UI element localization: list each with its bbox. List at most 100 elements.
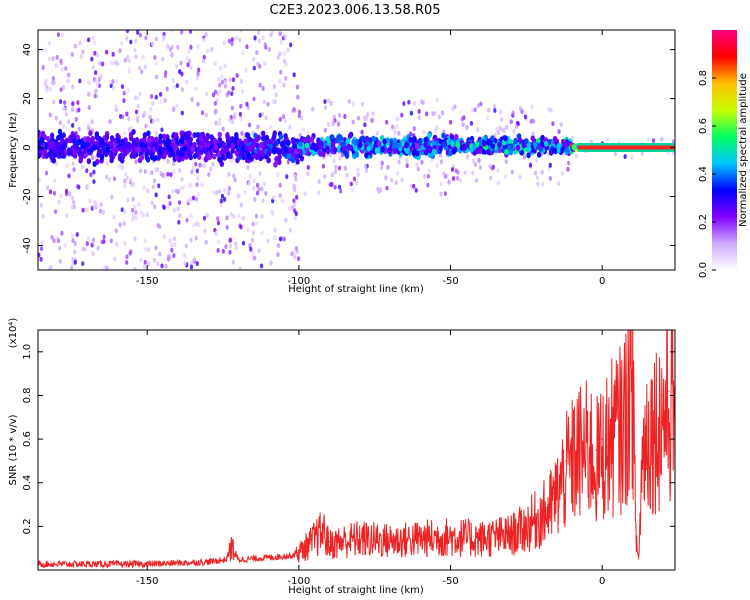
spectrogram-core-cell [290,148,295,155]
spectrogram-cell [204,240,208,245]
spectrogram-core-cell [87,148,92,155]
spectrogram-cell [214,120,218,126]
spectrogram-cell [154,192,158,198]
spectrogram-cell [62,124,66,130]
snr-data-point [292,554,294,556]
spectrogram-core-cell [139,154,145,161]
spectrogram-cell [263,61,267,66]
spectrogram-cell [282,236,286,242]
spectrogram-core-cell [186,147,192,154]
spectrogram-cell [450,167,455,172]
spectrogram-cell [203,228,207,234]
spectrogram-cell [323,127,328,133]
spectrogram-cell [171,189,175,194]
spectrogram-core-cell [423,136,429,143]
spectrogram-cell [180,87,185,93]
spectrogram-y-tick-label: -20 [22,188,33,204]
spectrogram-cell [251,251,255,256]
spectrogram-cell [232,173,236,179]
spectrogram-cell [492,104,497,109]
spectrogram-core-cell [233,138,238,145]
spectrogram-core-cell [73,144,78,151]
spectrogram-cell [174,188,179,194]
spectrogram-y-label: Frequency (Hz) [8,112,19,188]
spectrogram-cell [101,210,106,215]
spectrogram-cell [149,94,154,99]
spectrogram-cell [169,242,174,248]
spectrogram-core-cell [134,136,140,143]
spectrogram-cell [77,184,81,190]
spectrogram-cell [296,256,301,262]
snr-x-label: Height of straight line (km) [288,585,424,596]
spectrogram-cell [120,84,125,90]
spectrogram-cell [540,169,544,175]
spectrogram-core-cell [217,156,222,163]
spectrogram-y-tick-label: 0 [22,144,33,150]
spectrogram-cell [504,159,508,165]
colorbar-tick-label: 0.2 [698,214,709,230]
spectrogram-cell [39,256,43,262]
spectrogram-cell [363,116,368,121]
spectrogram-core-cell [173,143,178,150]
spectrogram-cell [186,62,190,68]
spectrogram-cell [252,56,256,62]
spectrogram-cell [260,186,264,192]
spectrogram-cell [172,236,177,242]
spectrogram-cell [63,242,67,248]
snr-data-point [510,530,512,532]
spectrogram-cell [134,38,138,44]
spectrogram-cell [175,63,179,69]
spectrogram-core-cell [482,140,487,147]
spectrogram-panel: -150 -100 -50 0 -40 -20 0 20 40 Height of strai… [8,29,676,295]
spectrogram-core-cell [360,135,366,142]
spectrogram-cell [138,91,142,97]
spectrogram-cell [171,107,176,113]
spectrogram-cell [114,228,118,234]
spectrogram-cell [409,110,414,116]
spectrogram-cell [391,124,395,130]
spectrogram-core-cell [341,145,347,152]
spectrogram-cell [92,179,96,185]
spectrogram-cell [560,170,565,176]
spectrogram-cell [58,120,62,126]
spectrogram-cell [345,172,349,178]
spectrogram-cell [96,245,100,251]
spectrogram-core-cell [490,143,496,150]
spectrogram-cell [189,65,193,71]
spectrogram-cell [393,127,397,133]
spectrogram-core-cell [109,135,115,142]
spectrogram-core-cell [556,142,562,149]
spectrogram-core-cell [317,149,322,156]
spectrogram-core-cell [280,140,285,147]
spectrogram-cell [219,198,223,204]
spectrogram-cell [85,207,89,213]
spectrogram-cell [299,115,304,121]
spectrogram-cell [417,108,421,114]
spectrogram-cell [70,195,75,201]
spectrogram-cell [469,120,474,126]
spectrogram-core-cell [256,134,261,141]
spectrogram-cell [238,37,242,43]
spectrogram-y-tick-label: 40 [22,43,33,56]
spectrogram-cell [175,83,179,89]
spectrogram-cell [246,164,250,170]
spectrogram-core-cell [266,150,271,157]
spectrogram-cell [422,129,426,135]
spectrogram-cell [463,170,467,176]
spectrogram-core-cell [50,140,56,147]
spectrogram-core-cell [247,153,252,160]
spectrogram-core-cell [206,141,211,148]
spectrogram-core-cell [225,151,231,158]
spectrogram-cell [228,243,233,249]
spectrogram-core-cell [441,132,446,139]
snr-data-point [601,438,603,440]
spectrogram-core-cell [249,146,254,153]
spectrogram-cell [125,111,129,117]
snr-data-point [644,421,646,423]
spectrogram-cell [244,68,248,73]
spectrogram-cell [261,198,265,204]
spectrogram-core-cell [274,156,279,163]
spectrogram-cell [90,56,94,62]
spectrogram-cell [60,230,64,236]
spectrogram-cell [51,56,55,61]
